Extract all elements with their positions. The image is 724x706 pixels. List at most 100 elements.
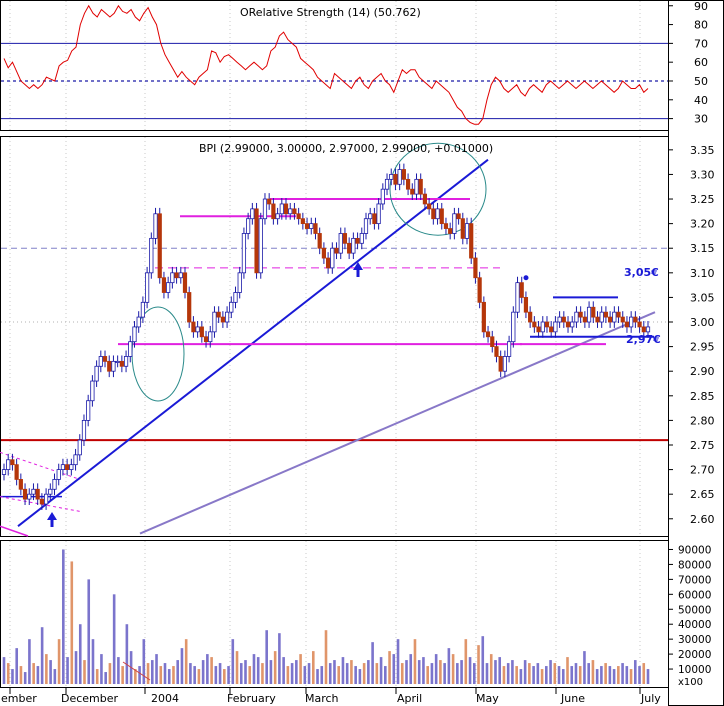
volume-bar — [278, 633, 281, 684]
volume-bar — [528, 663, 531, 684]
volume-bar — [142, 639, 146, 684]
price-tick-label: 3.20 — [690, 218, 715, 231]
candle-body — [39, 498, 44, 505]
volume-bar — [532, 666, 535, 684]
candle-body — [149, 237, 154, 274]
volume-bar — [87, 579, 91, 684]
candle-body — [368, 213, 373, 220]
candle-body — [300, 218, 305, 225]
volume-bar — [286, 666, 290, 684]
volume-tick-label: 90000 — [678, 544, 711, 556]
volume-bar — [417, 660, 421, 684]
candle-body — [174, 272, 179, 279]
candle-body — [132, 326, 137, 343]
rsi-tick-label: 80 — [694, 19, 708, 32]
candle-body — [212, 311, 217, 333]
volume-bar — [345, 663, 349, 684]
rsi-legend: ORelative Strength (14) (50.762) — [240, 6, 421, 19]
volume-bar — [248, 666, 252, 684]
volume-bar — [629, 669, 633, 684]
candle-body — [549, 326, 554, 333]
candle-body — [473, 257, 478, 279]
volume-bar — [125, 624, 129, 684]
volume-bar — [6, 663, 10, 684]
candle-body — [376, 203, 381, 225]
price-tick-label: 2.60 — [690, 513, 715, 526]
candle-body — [330, 247, 335, 269]
candle-body — [595, 316, 600, 323]
volume-bar — [299, 654, 302, 684]
volume-bar — [481, 636, 485, 684]
volume-bar — [282, 657, 285, 684]
candle-body — [283, 203, 289, 215]
candle-body — [241, 233, 247, 274]
candle-body — [574, 311, 579, 323]
candle-body — [304, 223, 310, 229]
candle-body — [250, 208, 255, 220]
volume-bar — [337, 666, 341, 684]
volume-bar — [553, 663, 557, 684]
candle-body — [216, 311, 221, 318]
volume-bar — [362, 663, 366, 684]
candle-body — [603, 311, 609, 318]
candle-body — [115, 360, 120, 363]
volume-bar — [231, 639, 235, 684]
volume-bar — [83, 660, 86, 684]
volume-bar — [646, 669, 650, 684]
high-marker-dot — [523, 275, 529, 281]
price-tick-label: 2.75 — [690, 439, 715, 452]
volume-bar — [451, 654, 455, 684]
left-dotted-channel — [0, 451, 81, 480]
left-dotted-channel — [0, 496, 81, 512]
volume-bar — [108, 663, 112, 684]
rsi-tick-label: 70 — [694, 37, 708, 50]
volume-bar — [112, 594, 116, 684]
buy-arrow-left-stem — [50, 520, 54, 527]
candle-body — [456, 213, 461, 220]
candle-body — [511, 311, 516, 343]
volume-bar — [511, 660, 514, 684]
candle-body — [591, 306, 596, 318]
volume-bar — [167, 669, 171, 684]
volume-bar — [328, 663, 332, 684]
volume-bar — [201, 660, 205, 684]
volume-bar — [184, 639, 188, 684]
candle-body — [128, 341, 133, 357]
volume-bar — [570, 666, 574, 684]
volume-bar — [612, 669, 616, 684]
candle-body — [439, 208, 444, 225]
candle-body — [48, 488, 53, 495]
candle-body — [528, 311, 533, 323]
candle-body — [477, 277, 482, 303]
volume-bar — [600, 666, 603, 684]
volume-bar — [57, 639, 61, 684]
price-tick-label: 3.35 — [690, 144, 715, 157]
annotation-305: 3,05€ — [624, 266, 659, 279]
candle-body — [389, 174, 394, 180]
volume-bar — [561, 669, 565, 684]
candle-body — [431, 208, 436, 220]
volume-bar — [172, 666, 175, 684]
price-tick-label: 2.65 — [690, 488, 715, 501]
candle-body — [86, 400, 91, 421]
volume-bar — [244, 660, 247, 684]
candle-body — [397, 169, 402, 185]
volume-bar — [608, 666, 612, 684]
candle-body — [405, 178, 411, 190]
volume-bar — [536, 663, 540, 684]
volume-bar — [163, 663, 167, 684]
price-tick-label: 3.05 — [690, 291, 715, 304]
volume-tick-label: 40000 — [678, 619, 711, 631]
volume-bar — [11, 669, 14, 684]
candle-body — [422, 193, 428, 205]
candle-body — [624, 321, 630, 328]
candle-body — [187, 292, 192, 323]
volume-bar — [206, 654, 209, 684]
volume-bar — [642, 663, 646, 684]
price-tick-label: 2.85 — [690, 390, 715, 403]
volume-bar — [341, 657, 345, 684]
volume-tick-label: 30000 — [678, 634, 711, 646]
rsi-tick-label: 90 — [694, 0, 708, 13]
volume-bar — [70, 561, 74, 684]
